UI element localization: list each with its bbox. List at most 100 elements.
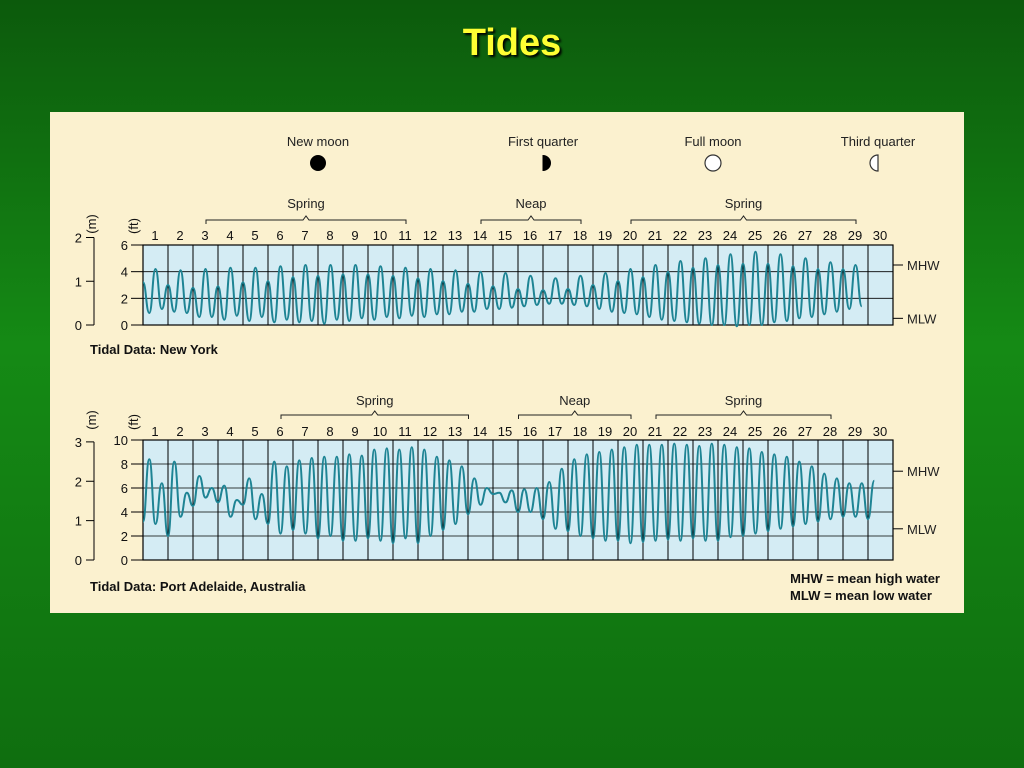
- moon-label-first-quarter: First quarter: [508, 134, 579, 149]
- m-tick-label: 2: [75, 474, 82, 489]
- period-bracket: [655, 410, 832, 419]
- period-bracket: [205, 215, 407, 224]
- day-tick-label: 24: [723, 228, 737, 243]
- day-tick-label: 4: [226, 228, 233, 243]
- period-label: Neap: [559, 393, 590, 408]
- tides-figure: New moon First quarter Full moon Third q…: [75, 134, 940, 603]
- y-axis-unit-m: (m): [84, 410, 99, 430]
- day-tick-label: 29: [848, 424, 862, 439]
- day-tick-label: 25: [748, 424, 762, 439]
- day-tick-labels: 1 2 3 4 5 6 7 8 9 10 11 12 13 14 15 16 17 18 19 20 21 22 23 24 2…: [151, 228, 887, 243]
- period-bracket: [630, 215, 857, 224]
- ref-line-label: MLW: [907, 522, 937, 537]
- ft-tick-label: 0: [121, 318, 128, 333]
- day-tick-label: 13: [448, 228, 462, 243]
- period-brackets: Spring Neap Spring: [280, 393, 832, 419]
- moon-disc: [704, 154, 722, 172]
- day-tick-label: 18: [573, 424, 587, 439]
- day-tick-label: 5: [251, 228, 258, 243]
- ft-tick-label: 10: [114, 433, 128, 448]
- day-tick-label: 28: [823, 228, 837, 243]
- day-tick-label: 18: [573, 228, 587, 243]
- y-axes: (m) (ft) 0 2 4 6 0 1 2: [75, 214, 143, 333]
- moon-lit-half: [869, 154, 879, 172]
- ft-tick-label: 2: [121, 291, 128, 306]
- period-label: Spring: [287, 196, 325, 211]
- period-bracket: [480, 215, 582, 224]
- m-tick-label: 0: [75, 318, 82, 333]
- day-tick-label: 17: [548, 228, 562, 243]
- day-tick-label: 30: [873, 228, 887, 243]
- moon-phase-row: New moon First quarter Full moon Third q…: [287, 134, 916, 172]
- ft-tick-label: 4: [121, 505, 128, 520]
- day-tick-label: 23: [698, 424, 712, 439]
- day-tick-label: 19: [598, 228, 612, 243]
- ref-line-label: MLW: [907, 311, 937, 326]
- y-axis-unit-m: (m): [84, 214, 99, 234]
- day-tick-label: 19: [598, 424, 612, 439]
- plot-area: [142, 244, 894, 326]
- day-tick-label: 26: [773, 424, 787, 439]
- period-label: Spring: [725, 393, 763, 408]
- slide-title: Tides: [462, 22, 562, 64]
- y-axes: (m) (ft) 0 2 4 6 8 10 0 1 2 3: [75, 410, 143, 568]
- day-tick-label: 22: [673, 228, 687, 243]
- day-tick-label: 13: [448, 424, 462, 439]
- ft-tick-label: 6: [121, 481, 128, 496]
- day-tick-label: 30: [873, 424, 887, 439]
- day-tick-label: 16: [523, 424, 537, 439]
- day-tick-label: 9: [351, 424, 358, 439]
- day-tick-label: 28: [823, 424, 837, 439]
- day-tick-label: 1: [151, 228, 158, 243]
- day-tick-label: 26: [773, 228, 787, 243]
- third-quarter-moon-icon: [869, 154, 879, 172]
- day-tick-label: 16: [523, 228, 537, 243]
- day-tick-label: 3: [201, 228, 208, 243]
- chart-title: Tidal Data: Port Adelaide, Australia: [90, 579, 306, 594]
- m-tick-label: 2: [75, 231, 82, 246]
- y-axis-unit-ft: (ft): [126, 414, 141, 430]
- day-tick-label: 25: [748, 228, 762, 243]
- full-moon-icon: [704, 154, 722, 172]
- legend-mlw: MLW = mean low water: [790, 588, 932, 603]
- period-label: Spring: [725, 196, 763, 211]
- m-tick-label: 0: [75, 553, 82, 568]
- day-tick-label: 17: [548, 424, 562, 439]
- day-tick-label: 11: [398, 424, 412, 439]
- day-tick-label: 2: [176, 424, 183, 439]
- day-tick-label: 20: [623, 228, 637, 243]
- day-tick-label: 11: [398, 228, 412, 243]
- ft-tick-label: 0: [121, 553, 128, 568]
- day-tick-labels: 1 2 3 4 5 6 7 8 9 10 11 12 13 14 15 16 17 18 19 20 21 22 23 24 2…: [151, 424, 887, 439]
- port-adelaide-tide-chart: Spring Neap Spring 1 2 3 4 5 6 7 8 9 10 11 12 13 14 15 16…: [75, 393, 940, 594]
- legend-mhw: MHW = mean high water: [790, 571, 940, 586]
- day-tick-label: 14: [473, 228, 487, 243]
- period-label: Spring: [356, 393, 394, 408]
- day-tick-label: 8: [326, 228, 333, 243]
- day-tick-label: 9: [351, 228, 358, 243]
- tide-series-line: [142, 442, 876, 545]
- ft-tick-label: 6: [121, 238, 128, 253]
- period-brackets: Spring Neap Spring: [205, 196, 857, 224]
- day-tick-label: 7: [301, 228, 308, 243]
- m-tick-label: 1: [75, 514, 82, 529]
- day-tick-label: 15: [498, 424, 512, 439]
- first-quarter-moon-icon: [542, 155, 551, 171]
- moon-label-third-quarter: Third quarter: [841, 134, 916, 149]
- day-tick-label: 29: [848, 228, 862, 243]
- day-tick-label: 2: [176, 228, 183, 243]
- ft-tick-label: 4: [121, 265, 128, 280]
- moon-disc: [310, 155, 326, 171]
- day-tick-label: 27: [798, 424, 812, 439]
- ref-line-label: MHW: [907, 258, 940, 273]
- plot-area: [142, 439, 894, 561]
- day-tick-label: 5: [251, 424, 258, 439]
- tide-series-line: [142, 250, 863, 328]
- day-tick-label: 3: [201, 424, 208, 439]
- day-tick-label: 14: [473, 424, 487, 439]
- period-bracket: [518, 410, 632, 419]
- reference-lines: MHW MLW: [893, 464, 940, 537]
- day-tick-label: 6: [276, 228, 283, 243]
- day-tick-label: 7: [301, 424, 308, 439]
- day-tick-label: 4: [226, 424, 233, 439]
